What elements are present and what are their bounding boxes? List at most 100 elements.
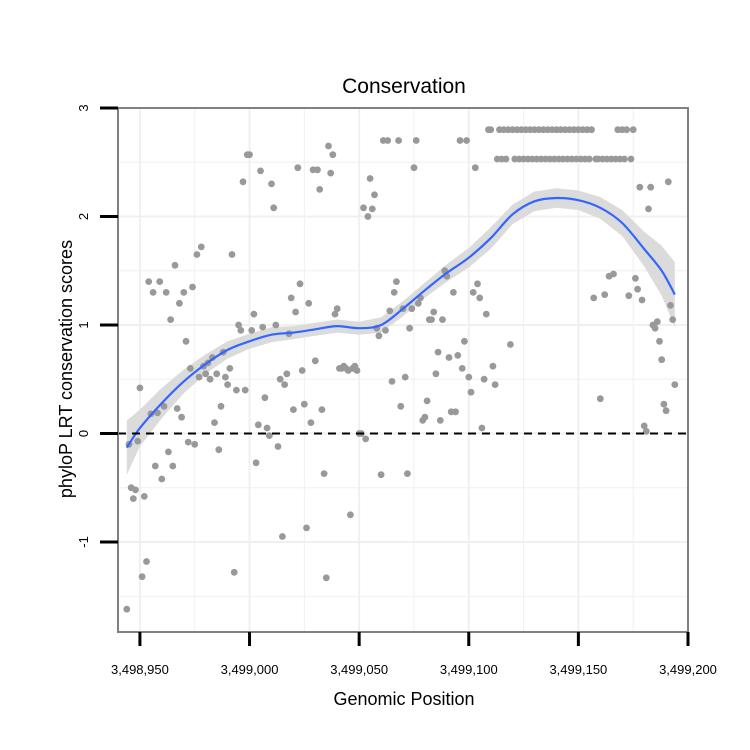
data-point: [287, 294, 295, 302]
data-point: [272, 321, 280, 329]
data-point: [233, 386, 240, 394]
data-point: [303, 524, 310, 532]
data-point: [180, 289, 188, 296]
data-point: [171, 261, 179, 269]
data-point: [259, 323, 267, 331]
data-point: [327, 169, 335, 177]
data-point: [664, 178, 672, 186]
x-tick-label: 3,499,200: [659, 662, 717, 677]
data-point: [322, 574, 330, 582]
data-point: [228, 251, 236, 258]
data-point: [452, 408, 459, 416]
data-point: [489, 362, 497, 370]
data-point: [629, 126, 637, 134]
x-tick-label: 3,498,950: [111, 662, 169, 677]
data-point: [502, 155, 510, 163]
data-point: [667, 302, 674, 309]
data-point: [263, 424, 271, 432]
data-point: [333, 305, 341, 313]
data-point: [237, 327, 245, 334]
data-point: [193, 251, 201, 258]
data-point: [474, 280, 481, 288]
y-axis-label: phyloP LRT conservation scores: [56, 240, 76, 498]
data-point: [585, 155, 593, 163]
data-point: [434, 348, 442, 356]
data-point: [138, 573, 146, 581]
data-point: [222, 373, 229, 381]
data-point: [176, 299, 183, 307]
data-point: [230, 568, 238, 576]
y-tick-label: 3: [76, 104, 91, 111]
data-point: [314, 166, 321, 174]
data-point: [395, 137, 402, 144]
data-point: [129, 495, 137, 502]
data-point: [623, 126, 630, 134]
data-point: [132, 486, 139, 494]
data-point: [412, 137, 420, 144]
data-point: [217, 402, 225, 410]
data-point: [507, 341, 514, 348]
x-tick-label: 3,499,050: [330, 662, 388, 677]
data-point: [224, 381, 232, 388]
data-point: [191, 440, 199, 448]
data-point: [469, 289, 477, 296]
data-point: [206, 375, 214, 383]
confidence-ribbon: [126, 188, 675, 475]
data-point: [478, 424, 486, 432]
data-point: [270, 204, 278, 212]
plot-area: 3,498,950 3,499,000 3,499,050 3,499,100 3,49…: [76, 104, 717, 677]
data-point: [401, 373, 409, 381]
data-point: [408, 305, 416, 313]
data-point: [165, 448, 172, 456]
data-point: [307, 419, 315, 426]
data-point: [158, 475, 166, 483]
data-point: [283, 370, 291, 378]
data-point: [377, 471, 385, 479]
data-point: [632, 274, 639, 282]
data-point: [658, 356, 666, 364]
data-point: [202, 370, 210, 378]
data-point: [386, 307, 394, 315]
data-point: [375, 332, 383, 340]
data-point: [274, 443, 282, 450]
data-point: [482, 310, 490, 318]
data-point: [366, 175, 374, 182]
data-point: [169, 462, 177, 470]
chart-title: Conservation: [342, 75, 466, 98]
data-point: [636, 183, 644, 191]
data-point: [439, 316, 446, 323]
data-point: [292, 308, 299, 316]
data-point: [246, 151, 253, 159]
data-point: [487, 126, 495, 134]
smooth-fit-line: [125, 196, 676, 449]
data-point: [197, 243, 205, 251]
data-point: [143, 558, 150, 565]
data-point: [454, 352, 462, 359]
data-point: [634, 285, 641, 293]
x-tick-label: 3,499,100: [440, 662, 498, 677]
data-point: [189, 283, 196, 291]
data-point: [388, 378, 396, 385]
data-point: [647, 183, 655, 191]
data-point: [461, 337, 468, 345]
data-point: [239, 178, 247, 186]
data-point: [656, 337, 663, 345]
data-point: [640, 422, 648, 430]
data-point: [276, 375, 284, 383]
data-point: [325, 142, 332, 150]
data-point: [384, 137, 392, 144]
data-point: [149, 289, 157, 296]
data-point: [404, 470, 411, 477]
data-point: [382, 327, 389, 334]
data-point: [480, 375, 488, 383]
data-point: [621, 155, 628, 163]
data-point: [173, 405, 181, 412]
data-point: [360, 204, 367, 212]
data-point: [390, 289, 398, 296]
data-point: [241, 386, 249, 394]
data-point: [671, 381, 679, 388]
data-point: [167, 316, 175, 323]
data-point: [268, 180, 275, 188]
data-point: [465, 373, 473, 381]
